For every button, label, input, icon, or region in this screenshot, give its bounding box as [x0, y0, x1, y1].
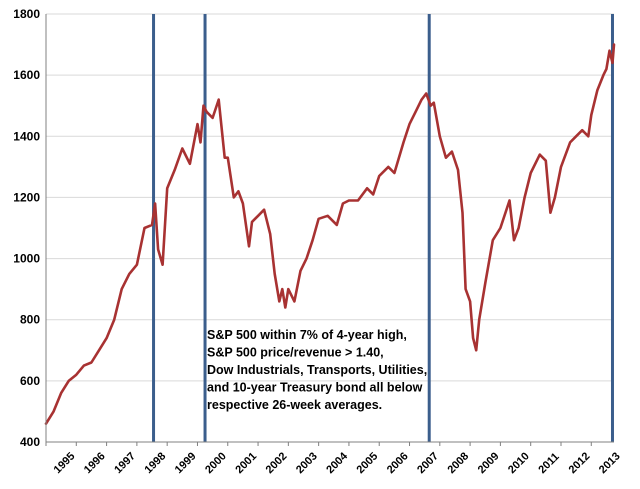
y-tick-label: 1600: [13, 68, 40, 82]
axes: [45, 14, 614, 446]
annotation-line: S&P 500 price/revenue > 1.40,: [207, 346, 384, 360]
y-tick-label: 800: [20, 313, 40, 327]
series-line-0: [44, 43, 616, 425]
annotation-line: Dow Industrials, Transports, Utilities,: [207, 363, 427, 377]
y-tick-label: 400: [20, 435, 40, 449]
y-tick-label: 1400: [13, 129, 40, 143]
gridlines: [46, 13, 614, 443]
series-group: [44, 43, 616, 425]
vertical-markers: [152, 14, 614, 442]
y-tick-label: 1200: [13, 190, 40, 204]
y-axis-ticks: 400 600 800 1000 1200 1400 1600 1800: [13, 7, 40, 449]
y-tick-label: 1000: [13, 252, 40, 266]
annotation-line: respective 26-week averages.: [207, 398, 382, 412]
y-tick-label: 600: [20, 374, 40, 388]
annotation: S&P 500 within 7% of 4-year high, S&P 500…: [207, 328, 427, 412]
annotation-line: S&P 500 within 7% of 4-year high,: [207, 328, 407, 342]
y-tick-label: 1800: [13, 7, 40, 21]
annotation-line: and 10-year Treasury bond all below: [207, 381, 423, 395]
